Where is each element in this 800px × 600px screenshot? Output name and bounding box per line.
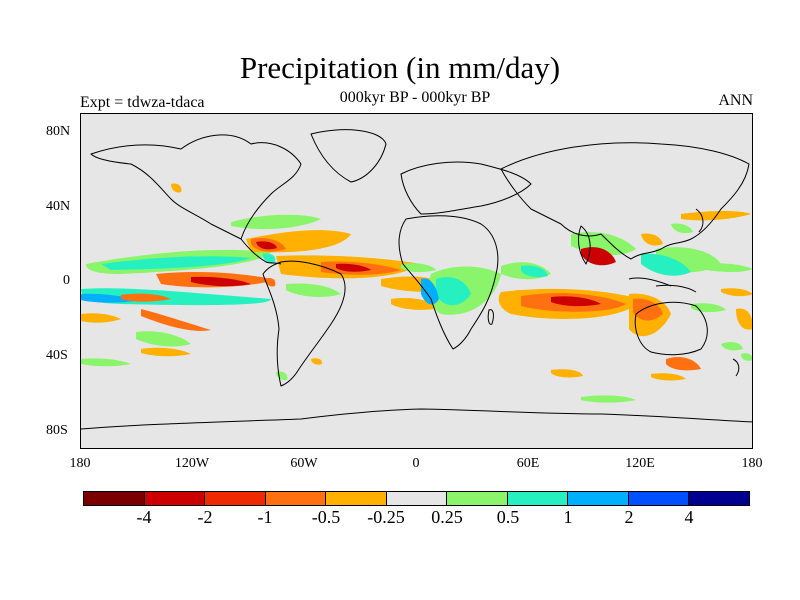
anomaly-patch-orange <box>265 277 276 287</box>
colorbar-label: 0.25 <box>431 507 463 527</box>
precip-map-svg <box>81 129 752 430</box>
coastline-antarctica <box>81 408 752 430</box>
x-tick-180-east: 180 <box>741 456 763 471</box>
anomaly-patch-blue <box>81 293 141 303</box>
anomaly-patch-green <box>286 283 341 297</box>
map-subtitle: 000kyr BP - 000kyr BP <box>339 89 491 106</box>
coastline-australia <box>634 301 708 356</box>
coastline-new-zealand <box>732 358 740 377</box>
colorbar-swatch <box>386 492 448 505</box>
anomaly-patch-red <box>191 276 251 287</box>
coastline-europe <box>400 161 532 215</box>
season-label: ANN <box>718 92 753 109</box>
colorbar-swatch <box>628 492 690 505</box>
anomaly-patch-cyan <box>262 253 276 263</box>
colorbar-swatch <box>507 492 569 505</box>
colorbar-swatch <box>84 492 145 505</box>
anomaly-patch-cyan <box>436 277 471 306</box>
anomaly-patch-green <box>741 353 752 361</box>
colorbar-swatch <box>326 492 387 505</box>
anomaly-patch-green <box>581 395 636 403</box>
anomaly-patch-green <box>701 263 752 272</box>
colorbar-swatch <box>447 492 508 505</box>
anomaly-patch-yellow <box>641 233 663 246</box>
precip-anomaly-patches <box>81 183 752 403</box>
coastline-greenland <box>310 129 387 183</box>
coastline-north-america <box>90 134 302 240</box>
coastline-madagascar <box>487 309 494 325</box>
anomaly-patch-yellow <box>651 373 686 381</box>
y-tick-40s: 40S <box>46 348 68 363</box>
x-tick-60w: 60W <box>290 456 318 471</box>
colorbar-label: -4 <box>136 507 152 527</box>
anomaly-patch-green <box>671 223 693 234</box>
anomaly-patch-green <box>276 371 288 381</box>
colorbar-label: -0.25 <box>367 507 405 527</box>
anomaly-patch-green <box>691 303 726 313</box>
x-tick-0: 0 <box>412 456 420 471</box>
map-plot-area <box>80 113 753 449</box>
anomaly-patch-cyan <box>641 253 691 276</box>
colorbar <box>83 491 750 506</box>
coastline-asia <box>500 142 750 260</box>
anomaly-patch-cyan <box>101 256 251 270</box>
anomaly-patch-yellow <box>551 369 583 378</box>
anomaly-patch-yellow <box>171 183 182 193</box>
anomaly-patch-yellow <box>721 288 752 297</box>
anomaly-patch-green <box>231 214 321 230</box>
colorbar-swatch <box>568 492 629 505</box>
anomaly-patch-green <box>401 263 436 273</box>
y-tick-40n: 40N <box>46 199 71 214</box>
x-tick-60e: 60E <box>516 456 540 471</box>
anomaly-patch-cyan <box>521 265 548 278</box>
y-tick-0: 0 <box>63 273 70 288</box>
anomaly-patch-yellow <box>311 358 323 365</box>
anomaly-patch-green <box>721 341 743 351</box>
experiment-label: Expt = tdwza-tdaca <box>80 94 205 111</box>
coastline-japan <box>695 208 704 233</box>
anomaly-patch-yellow <box>391 298 439 310</box>
y-tick-80s: 80S <box>46 423 68 438</box>
anomaly-patch-orange <box>141 309 211 331</box>
coastline-india <box>578 225 591 265</box>
colorbar-swatch <box>144 492 206 505</box>
anomaly-patch-blue <box>421 278 439 305</box>
coastline-indonesia <box>628 277 697 293</box>
x-tick-180-west: 180 <box>69 456 91 471</box>
y-tick-80n: 80N <box>46 124 71 139</box>
colorbar-label: 4 <box>684 507 694 527</box>
colorbar-label: 1 <box>563 507 573 527</box>
colorbar-label: -2 <box>197 507 213 527</box>
anomaly-patch-orange <box>666 357 701 371</box>
anomaly-patch-red <box>551 296 601 307</box>
anomaly-patch-red <box>336 263 371 272</box>
anomaly-patch-yellow <box>736 308 752 330</box>
colorbar-label: 0.5 <box>496 507 520 527</box>
anomaly-patch-green <box>81 358 131 367</box>
x-tick-120e: 120E <box>625 456 655 471</box>
colorbar-swatch <box>689 492 750 505</box>
map-title: Precipitation (in mm/day) <box>239 50 561 85</box>
anomaly-patch-red <box>256 241 277 250</box>
anomaly-patch-green <box>136 331 191 347</box>
colorbar-swatch <box>265 492 327 505</box>
coastline-south-america <box>262 260 346 387</box>
coastline-central-america <box>240 238 282 265</box>
colorbar-swatch <box>205 492 266 505</box>
anomaly-patch-orange <box>121 293 171 302</box>
coastline-africa <box>398 215 499 350</box>
coastlines <box>81 129 752 430</box>
colorbar-label: -0.5 <box>311 507 341 527</box>
colorbar-label: 2 <box>624 507 634 527</box>
anomaly-patch-yellow <box>81 313 121 323</box>
colorbar-label: -1 <box>257 507 273 527</box>
x-tick-120w: 120W <box>174 456 210 471</box>
anomaly-patch-yellow <box>141 347 191 357</box>
